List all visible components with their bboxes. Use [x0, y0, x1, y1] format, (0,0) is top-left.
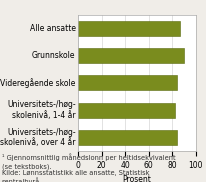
- Bar: [78, 75, 177, 90]
- Text: (se tekstboks).: (se tekstboks).: [2, 164, 52, 170]
- Bar: [78, 21, 180, 36]
- X-axis label: Prosent: Prosent: [123, 175, 151, 182]
- Bar: [78, 130, 177, 145]
- Bar: [78, 48, 184, 63]
- Bar: [78, 103, 174, 118]
- Text: sentralbyrå.: sentralbyrå.: [2, 177, 42, 182]
- Text: Kilde: Lønnsstatistikk alle ansatte, Statistisk: Kilde: Lønnsstatistikk alle ansatte, Sta…: [2, 170, 150, 176]
- Text: ¹ Gjennomsnittlig månedslonn per heltidsekvivalent: ¹ Gjennomsnittlig månedslonn per heltids…: [2, 154, 176, 161]
